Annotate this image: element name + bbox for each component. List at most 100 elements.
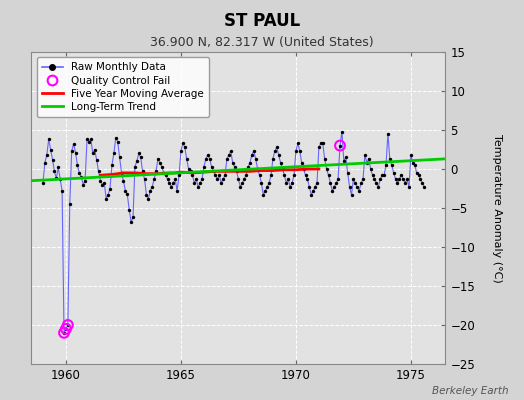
Point: [363, 160, 371, 166]
Point: [340, 158, 348, 164]
Point: [359, 176, 367, 182]
Point: [228, 160, 237, 166]
Point: [203, 152, 212, 158]
Point: [384, 131, 392, 137]
Point: [117, 170, 126, 176]
Point: [234, 176, 243, 182]
Point: [315, 144, 323, 150]
Point: [194, 184, 202, 190]
Point: [225, 152, 233, 158]
Point: [252, 156, 260, 162]
Point: [92, 156, 101, 163]
Point: [414, 172, 423, 178]
Point: [81, 178, 89, 184]
Point: [42, 152, 51, 158]
Point: [205, 156, 214, 162]
Point: [374, 184, 383, 190]
Point: [280, 172, 289, 178]
Point: [296, 148, 304, 154]
Point: [161, 172, 170, 178]
Point: [316, 140, 325, 146]
Point: [133, 158, 141, 164]
Point: [60, 330, 68, 336]
Point: [342, 154, 350, 160]
Point: [71, 150, 80, 156]
Point: [336, 142, 344, 149]
Point: [188, 172, 196, 178]
Point: [345, 184, 354, 190]
Point: [301, 172, 310, 178]
Point: [152, 168, 160, 174]
Point: [278, 166, 287, 172]
Point: [47, 146, 55, 153]
Point: [409, 160, 417, 166]
Point: [403, 176, 411, 182]
Point: [389, 170, 398, 176]
Point: [146, 188, 155, 194]
Point: [336, 142, 344, 149]
Point: [159, 170, 168, 176]
Point: [192, 176, 201, 182]
Point: [184, 166, 193, 172]
Point: [58, 188, 67, 194]
Point: [112, 134, 120, 141]
Point: [261, 188, 269, 194]
Point: [313, 180, 321, 186]
Point: [140, 176, 149, 182]
Point: [150, 176, 158, 182]
Point: [54, 164, 62, 171]
Point: [219, 176, 227, 182]
Point: [332, 180, 341, 186]
Point: [115, 154, 124, 160]
Point: [56, 176, 64, 182]
Point: [169, 180, 178, 186]
Point: [292, 148, 300, 154]
Point: [83, 136, 91, 142]
Point: [123, 191, 132, 197]
Point: [39, 180, 47, 186]
Point: [167, 184, 176, 190]
Point: [338, 128, 346, 135]
Point: [361, 152, 369, 158]
Point: [69, 141, 78, 147]
Point: [238, 180, 246, 186]
Point: [221, 172, 229, 178]
Point: [48, 156, 57, 163]
Point: [370, 176, 379, 182]
Point: [85, 138, 93, 145]
Point: [242, 172, 250, 178]
Point: [187, 168, 195, 174]
Point: [163, 176, 172, 182]
Point: [171, 176, 179, 182]
Point: [62, 326, 70, 332]
Point: [89, 150, 97, 156]
Point: [368, 172, 377, 178]
Point: [148, 184, 156, 190]
Point: [62, 326, 70, 332]
Point: [288, 180, 296, 186]
Point: [399, 176, 408, 182]
Point: [77, 174, 85, 180]
Point: [307, 192, 315, 198]
Point: [284, 176, 292, 182]
Point: [407, 152, 415, 158]
Point: [269, 156, 277, 162]
Point: [351, 180, 359, 186]
Point: [311, 184, 319, 190]
Point: [114, 138, 122, 145]
Point: [181, 144, 189, 150]
Point: [190, 180, 199, 186]
Point: [249, 148, 258, 154]
Point: [202, 156, 210, 162]
Point: [366, 166, 375, 172]
Point: [91, 146, 99, 153]
Point: [231, 164, 239, 170]
Point: [334, 176, 342, 182]
Point: [209, 168, 217, 174]
Point: [305, 184, 313, 190]
Point: [293, 140, 302, 146]
Point: [420, 184, 429, 190]
Point: [418, 180, 427, 186]
Point: [45, 136, 53, 142]
Point: [165, 180, 173, 186]
